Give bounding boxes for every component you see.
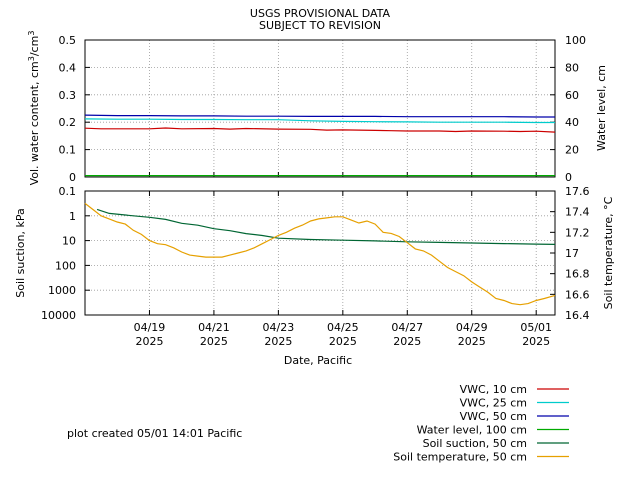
tick-label-right: 17.4 — [565, 206, 590, 219]
series-line-vwc-25cm — [84, 118, 555, 124]
x-axis-label: Date, Pacific — [284, 354, 352, 367]
legend-label: VWC, 10 cm — [460, 383, 527, 396]
x-tick-year: 2025 — [264, 335, 292, 348]
tick-label-right: 17.2 — [565, 226, 590, 239]
y-axis-label-right-bottom: Soil temperature, °C — [602, 196, 615, 309]
x-tick-year: 2025 — [522, 335, 550, 348]
x-tick-year: 2025 — [458, 335, 486, 348]
legend-label: VWC, 50 cm — [460, 410, 527, 423]
tick-label-left: 1000 — [48, 284, 76, 297]
series-line-soil-suction-50cm — [96, 208, 556, 245]
tick-label-right: 20 — [565, 144, 579, 157]
footer-created-note: plot created 05/01 14:01 Pacific — [67, 427, 242, 440]
plot-area: 00.10.20.30.40.50204060801000.1110100100… — [14, 31, 615, 348]
legend-label: Soil suction, 50 cm — [423, 437, 527, 450]
x-tick-date: 04/19 — [134, 321, 166, 334]
x-tick-date: 04/27 — [391, 321, 423, 334]
x-tick-year: 2025 — [329, 335, 357, 348]
tick-label-left: 100 — [55, 259, 76, 272]
tick-label-left: 0.4 — [59, 61, 77, 74]
tick-label-left: 0.3 — [59, 89, 77, 102]
legend-label: Water level, 100 cm — [417, 424, 527, 437]
y-axis-label-left-top: Vol. water content, cm3/cm3 — [27, 31, 42, 186]
tick-label-left: 0 — [69, 171, 76, 184]
tick-label-right: 17.6 — [565, 185, 590, 198]
tick-label-left: 0.1 — [59, 144, 77, 157]
series-line-vwc-50cm — [84, 114, 555, 118]
tick-label-left: 10 — [62, 235, 76, 248]
tick-label-right: 100 — [565, 34, 586, 47]
x-tick-year: 2025 — [135, 335, 163, 348]
y-axis-label-right-top: Water level, cm — [595, 65, 608, 151]
legend-label: VWC, 25 cm — [460, 397, 527, 410]
tick-label-left: 0.1 — [59, 185, 77, 198]
tick-label-left: 10000 — [41, 309, 76, 322]
tick-label-right: 40 — [565, 116, 579, 129]
x-tick-date: 04/21 — [198, 321, 230, 334]
x-tick-date: 04/29 — [456, 321, 488, 334]
tick-label-left: 1 — [69, 210, 76, 223]
tick-label-left: 0.5 — [59, 34, 77, 47]
x-tick-year: 2025 — [200, 335, 228, 348]
chart-title-line2: SUBJECT TO REVISION — [259, 19, 381, 32]
legend-label: Soil temperature, 50 cm — [393, 451, 527, 464]
x-tick-date: 04/23 — [263, 321, 295, 334]
x-tick-date: 04/25 — [327, 321, 359, 334]
series-line-vwc-10cm — [84, 127, 556, 133]
bottom-plot-frame — [84, 190, 556, 316]
tick-label-right: 16.6 — [565, 288, 590, 301]
tick-label-right: 17 — [565, 247, 579, 260]
series-line-soil-temperature-50cm — [84, 202, 556, 306]
y-axis-label-left-bottom: Soil suction, kPa — [14, 208, 27, 297]
tick-label-right: 80 — [565, 61, 579, 74]
tick-label-right: 16.8 — [565, 268, 590, 281]
tick-label-right: 16.4 — [565, 309, 590, 322]
tick-label-right: 60 — [565, 89, 579, 102]
chart-title-line1: USGS PROVISIONAL DATA — [250, 7, 391, 20]
x-tick-year: 2025 — [393, 335, 421, 348]
tick-label-left: 0.2 — [59, 116, 77, 129]
tick-label-right: 0 — [565, 171, 572, 184]
x-tick-date: 05/01 — [520, 321, 552, 334]
top-plot-frame — [84, 39, 556, 178]
